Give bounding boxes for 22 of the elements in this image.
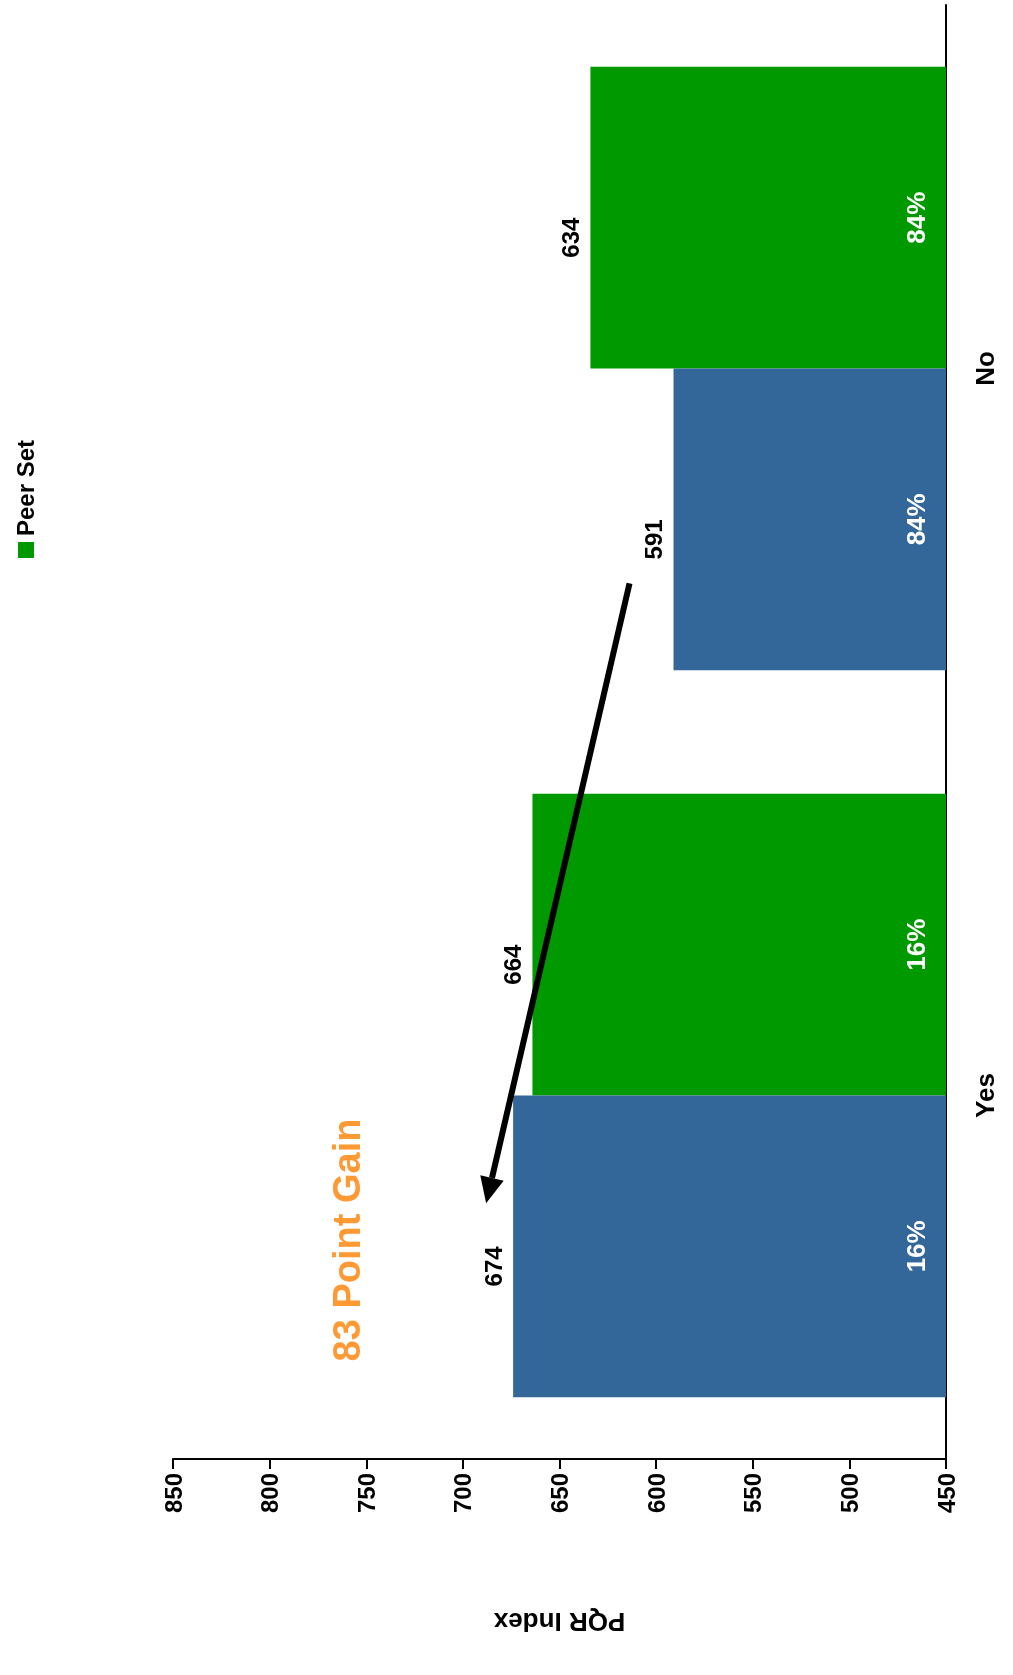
x-axis-title: PQR Index bbox=[493, 1607, 626, 1637]
annotation: 84% bbox=[901, 191, 931, 244]
y-tick-label: Yes bbox=[970, 1073, 1000, 1118]
x-tick-label: 700 bbox=[449, 1473, 477, 1514]
x-tick-label: 650 bbox=[546, 1473, 573, 1514]
x-tick-label: 500 bbox=[835, 1473, 863, 1514]
text: Peer Set bbox=[12, 440, 40, 537]
x-tick-label: 750 bbox=[352, 1473, 380, 1514]
y-tick-label: No bbox=[970, 351, 1000, 386]
data-label: 634 bbox=[556, 217, 584, 258]
data-label: 674 bbox=[479, 1245, 507, 1287]
annotation: 84% bbox=[901, 493, 931, 546]
annotation: 83 Point Gain bbox=[326, 1118, 368, 1362]
annotation: 16% bbox=[901, 918, 931, 971]
data-label: 591 bbox=[640, 519, 668, 560]
x-tick-label: 450 bbox=[932, 1473, 960, 1514]
x-tick-label: 850 bbox=[159, 1473, 187, 1514]
x-tick-label: 550 bbox=[739, 1473, 767, 1514]
annotation: 16% bbox=[901, 1220, 931, 1273]
x-tick-label: 600 bbox=[642, 1473, 670, 1514]
data-label: 664 bbox=[498, 944, 526, 985]
x-tick-label: 800 bbox=[256, 1473, 284, 1514]
